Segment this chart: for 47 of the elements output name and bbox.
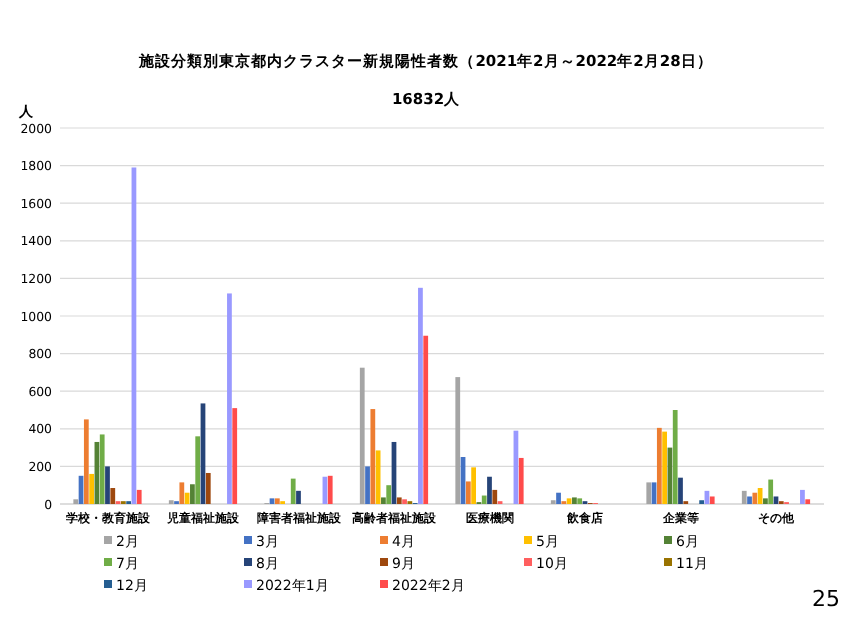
bar xyxy=(99,434,105,504)
bar xyxy=(709,496,715,504)
bar xyxy=(481,495,487,504)
bar xyxy=(556,492,561,504)
bar xyxy=(487,476,492,504)
bar xyxy=(359,367,365,504)
bar xyxy=(205,472,211,504)
bar xyxy=(672,410,678,504)
bar xyxy=(465,481,471,504)
bar xyxy=(136,489,142,504)
bar xyxy=(471,467,476,504)
bar xyxy=(190,484,195,504)
bar xyxy=(110,488,116,504)
bar xyxy=(423,335,429,504)
bar xyxy=(492,489,498,504)
bar xyxy=(396,497,402,504)
bar xyxy=(800,489,805,504)
bar xyxy=(768,479,774,504)
bar xyxy=(752,492,758,504)
bar xyxy=(747,496,752,504)
bar xyxy=(763,498,768,504)
bar xyxy=(227,293,232,504)
bar xyxy=(741,490,747,504)
bar xyxy=(662,431,667,504)
text: 25 xyxy=(812,586,840,612)
bar xyxy=(290,478,296,504)
bar xyxy=(646,482,652,504)
bar xyxy=(327,475,333,504)
bar xyxy=(365,466,370,504)
bar xyxy=(455,377,461,504)
bar xyxy=(179,482,185,504)
bar xyxy=(386,485,392,504)
bar xyxy=(83,419,89,504)
bar xyxy=(232,408,238,504)
bar xyxy=(577,498,583,504)
bar xyxy=(518,457,524,504)
bar xyxy=(678,477,683,504)
bar xyxy=(105,466,110,504)
bar xyxy=(296,490,301,504)
bar xyxy=(274,498,280,504)
bar xyxy=(572,497,577,504)
bar xyxy=(370,409,376,504)
bar xyxy=(89,473,94,504)
bar xyxy=(656,427,662,504)
bar xyxy=(195,436,201,504)
bar xyxy=(418,287,423,504)
bar xyxy=(381,497,386,504)
